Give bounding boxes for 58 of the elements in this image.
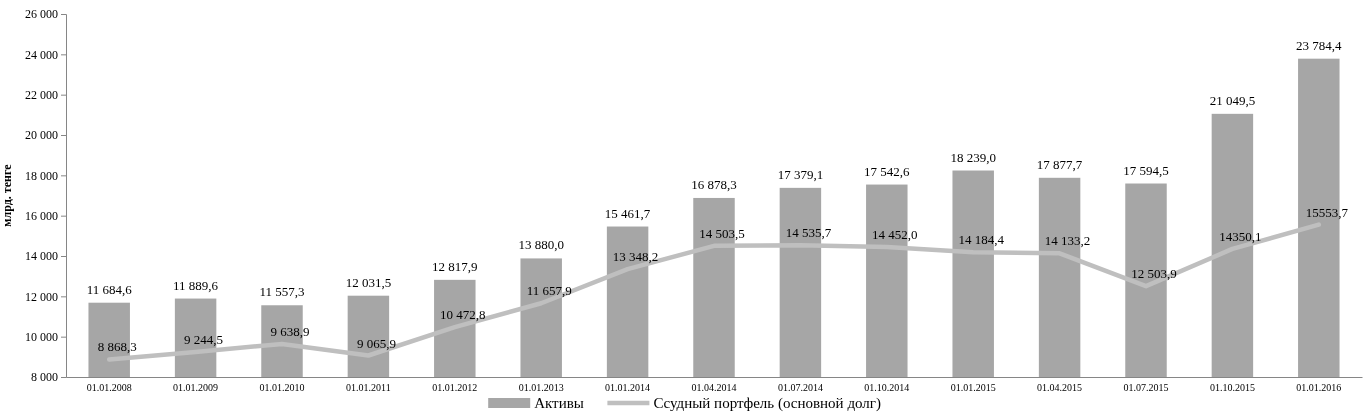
data-label: 11 889,6 [173, 277, 219, 293]
legend-label: Ссудный портфель (основной долг) [653, 395, 881, 412]
y-tick-label: 20 000 [25, 128, 58, 143]
data-label: 14 503,5 [699, 225, 745, 241]
data-label: 14 452,0 [872, 226, 918, 242]
x-tick-label: 01.10.2015 [1209, 382, 1255, 393]
y-tick-label: 10 000 [25, 330, 58, 345]
x-tick-label: 01.07.2015 [1123, 382, 1169, 393]
data-label: 12 503,9 [1131, 266, 1177, 282]
data-label: 15 461,7 [604, 205, 651, 221]
data-label: 9 638,9 [270, 323, 310, 339]
data-label: 9 244,5 [184, 331, 224, 347]
x-tick-label: 01.01.2013 [518, 382, 564, 393]
data-label: 12 817,9 [432, 258, 478, 274]
y-tick-label: 26 000 [25, 7, 58, 22]
y-tick-label: 8 000 [31, 370, 58, 385]
x-tick-label: 01.10.2014 [864, 382, 910, 393]
data-label: 10 472,8 [440, 307, 486, 323]
x-tick-label: 01.01.2008 [86, 382, 132, 393]
data-label: 15553,7 [1305, 204, 1349, 220]
x-tick-label: 01.01.2014 [605, 382, 651, 393]
y-tick-label: 24 000 [25, 47, 58, 62]
x-tick-label: 01.01.2009 [173, 382, 219, 393]
x-tick-label: 01.01.2012 [432, 382, 478, 393]
x-tick-label: 01.07.2014 [777, 382, 823, 393]
y-tick-label: 12 000 [25, 289, 58, 304]
data-label: 17 877,7 [1036, 156, 1083, 172]
y-tick-label: 16 000 [25, 209, 58, 224]
data-label: 14 184,4 [958, 232, 1005, 248]
data-label: 11 557,3 [259, 284, 305, 300]
y-tick-label: 22 000 [25, 88, 58, 103]
x-tick-label: 01.01.2015 [950, 382, 996, 393]
data-label: 23 784,4 [1296, 37, 1343, 53]
data-label: 17 542,6 [864, 163, 911, 179]
data-label: 18 239,0 [950, 149, 996, 165]
data-label: 16 878,3 [691, 176, 737, 192]
legend-label: Активы [534, 395, 584, 411]
data-label: 8 868,3 [97, 339, 137, 355]
data-label: 17 594,5 [1123, 162, 1169, 178]
data-label: 11 657,9 [526, 283, 572, 299]
data-label: 11 684,6 [86, 281, 133, 297]
data-label: 17 379,1 [777, 166, 824, 182]
y-tick-label: 18 000 [25, 168, 58, 183]
data-label: 12 031,5 [345, 274, 392, 290]
data-label: 9 065,9 [356, 335, 396, 351]
data-label: 14350,1 [1219, 228, 1262, 244]
data-label: 13 880,0 [518, 237, 564, 253]
y-axis-title: млрд. тенге [0, 163, 14, 227]
x-tick-label: 01.04.2014 [691, 382, 737, 393]
x-tick-label: 01.04.2015 [1037, 382, 1083, 393]
x-tick-label: 01.01.2016 [1296, 382, 1342, 393]
data-label: 14 535,7 [785, 225, 832, 241]
data-label: 21 049,5 [1209, 92, 1256, 108]
x-tick-label: 01.01.2010 [259, 382, 305, 393]
x-tick-label: 01.01.2011 [346, 382, 391, 393]
data-label: 14 133,2 [1044, 233, 1091, 249]
y-tick-label: 14 000 [25, 249, 58, 264]
data-label: 13 348,2 [612, 249, 659, 265]
